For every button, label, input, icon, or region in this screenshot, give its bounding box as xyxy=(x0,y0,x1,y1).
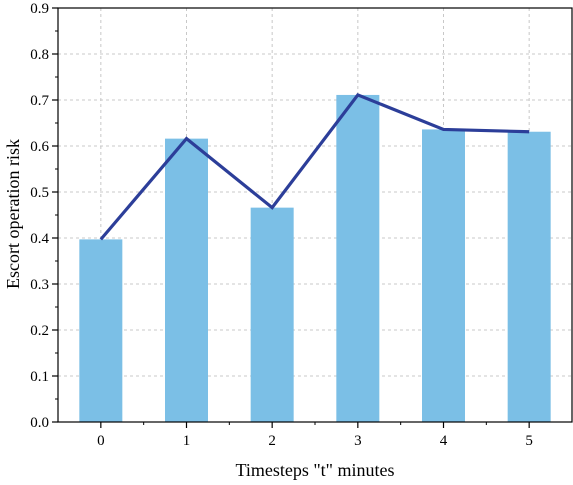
x-tick-label: 1 xyxy=(183,433,191,449)
bar-0 xyxy=(79,239,123,422)
y-tick-label: 0.4 xyxy=(30,231,49,247)
x-tick-label: 5 xyxy=(525,433,533,449)
x-tick-label: 3 xyxy=(354,433,362,449)
y-tick-label: 0.7 xyxy=(30,93,49,109)
bars-layer xyxy=(79,94,551,423)
y-tick-label: 0.9 xyxy=(30,1,49,17)
bar-4 xyxy=(422,129,465,422)
labels-layer: 0.0 0.1 0.2 0.3 0.4 0.5 0.6 0.7 0.8 0.9 0 1 2 3 4 5 xyxy=(30,1,533,449)
y-tick-label: 0.6 xyxy=(30,139,49,155)
plot-frame xyxy=(57,7,573,423)
y-axis-title: Escort operation risk xyxy=(3,139,23,289)
bar-2 xyxy=(250,207,294,422)
x-tick-label: 2 xyxy=(268,433,276,449)
y-tick-label: 0.8 xyxy=(30,47,49,63)
axis-layer xyxy=(52,7,573,428)
line-layer xyxy=(99,92,530,241)
y-tick-label: 0.3 xyxy=(30,277,49,293)
y-tick-label: 0.2 xyxy=(30,323,49,339)
bar-1 xyxy=(165,138,208,422)
bar-3 xyxy=(336,94,380,422)
risk-line xyxy=(99,92,530,241)
x-tick-label: 0 xyxy=(97,433,105,449)
x-axis-title: Timesteps "t" minutes xyxy=(235,460,394,480)
x-tick-label: 4 xyxy=(440,433,448,449)
y-tick-label: 0.0 xyxy=(30,415,49,431)
y-tick-label: 0.5 xyxy=(30,185,49,201)
grid-layer xyxy=(58,8,572,422)
y-tick-label: 0.1 xyxy=(30,369,49,385)
bar-5 xyxy=(507,131,551,423)
